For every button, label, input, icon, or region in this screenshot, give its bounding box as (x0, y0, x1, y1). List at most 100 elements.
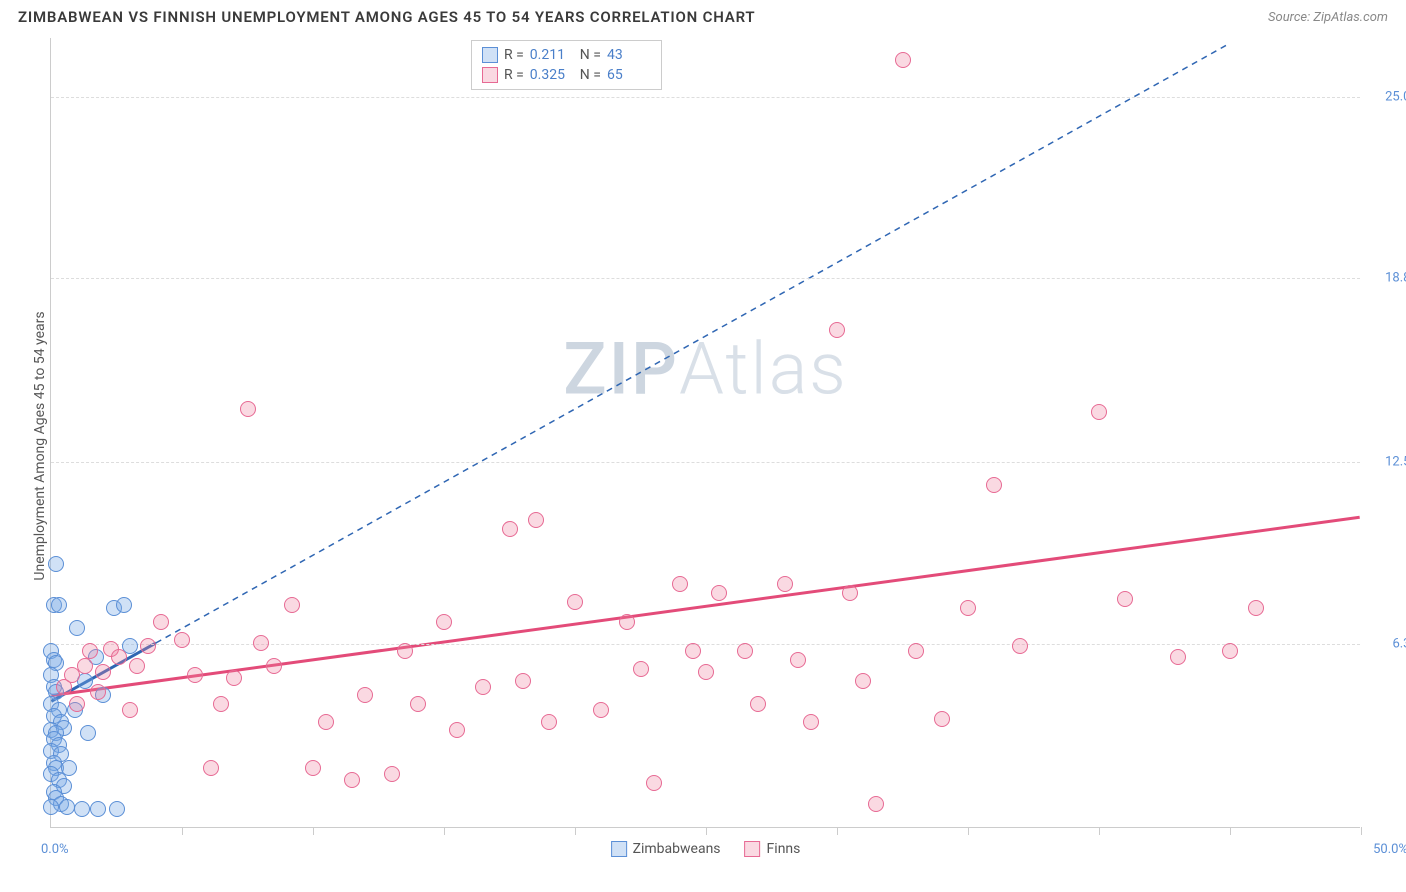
scatter-point-zimbabweans (48, 556, 64, 572)
scatter-point-finns (1091, 404, 1107, 420)
scatter-point-finns (986, 477, 1002, 493)
legend-item-finns: Finns (745, 841, 801, 857)
x-tick (837, 827, 838, 835)
scatter-point-finns (777, 576, 793, 592)
stat-swatch-zimbabweans (482, 47, 498, 63)
x-tick (313, 827, 314, 835)
scatter-point-finns (95, 664, 111, 680)
scatter-point-finns (672, 576, 688, 592)
scatter-point-finns (140, 638, 156, 654)
legend-swatch-finns (745, 841, 761, 857)
scatter-point-finns (1012, 638, 1028, 654)
y-tick-label: 25.0% (1385, 89, 1406, 104)
stat-n-value: 43 (607, 47, 651, 63)
scatter-point-zimbabweans (90, 801, 106, 817)
scatter-point-finns (502, 521, 518, 537)
scatter-point-finns (122, 702, 138, 718)
bottom-legend: Zimbabweans Finns (611, 841, 801, 857)
scatter-point-finns (213, 696, 229, 712)
scatter-point-finns (790, 652, 806, 668)
y-axis-label: Unemployment Among Ages 45 to 54 years (32, 236, 48, 656)
scatter-point-zimbabweans (116, 597, 132, 613)
scatter-point-finns (1222, 643, 1238, 659)
scatter-point-finns (82, 643, 98, 659)
stat-n-label: N = (580, 67, 601, 83)
scatter-point-finns (711, 585, 727, 601)
plot-area: ZIPAtlas R =0.211N =43R =0.325N =65 0.0%… (50, 38, 1360, 828)
scatter-point-finns (528, 512, 544, 528)
scatter-point-finns (226, 670, 242, 686)
correlation-stat-box: R =0.211N =43R =0.325N =65 (471, 40, 662, 90)
grid-line (51, 97, 1360, 98)
stat-n-value: 65 (607, 67, 651, 83)
scatter-point-finns (829, 322, 845, 338)
stat-row-zimbabweans: R =0.211N =43 (482, 45, 651, 65)
scatter-point-finns (868, 796, 884, 812)
x-axis-min-label: 0.0% (41, 842, 69, 857)
scatter-point-finns (344, 772, 360, 788)
scatter-point-finns (187, 667, 203, 683)
legend-swatch-zimbabweans (611, 841, 627, 857)
scatter-point-finns (619, 614, 635, 630)
y-tick-label: 6.3% (1392, 636, 1406, 651)
scatter-point-finns (855, 673, 871, 689)
legend-label: Zimbabweans (633, 841, 721, 857)
x-axis-max-label: 50.0% (1373, 842, 1406, 857)
scatter-point-finns (253, 635, 269, 651)
x-tick (706, 827, 707, 835)
scatter-point-finns (475, 679, 491, 695)
scatter-point-finns (357, 687, 373, 703)
scatter-point-finns (1248, 600, 1264, 616)
grid-line (51, 278, 1360, 279)
scatter-point-zimbabweans (51, 597, 67, 613)
y-tick-label: 12.5% (1385, 455, 1406, 470)
stat-r-value: 0.325 (530, 67, 574, 83)
scatter-point-finns (305, 760, 321, 776)
scatter-point-finns (449, 722, 465, 738)
scatter-point-finns (203, 760, 219, 776)
scatter-point-finns (174, 632, 190, 648)
scatter-point-finns (737, 643, 753, 659)
scatter-point-finns (318, 714, 334, 730)
x-tick (968, 827, 969, 835)
scatter-point-finns (436, 614, 452, 630)
scatter-point-finns (685, 643, 701, 659)
x-tick (575, 827, 576, 835)
chart-container: Unemployment Among Ages 45 to 54 years Z… (50, 38, 1388, 858)
watermark-zip: ZIP (563, 327, 679, 412)
scatter-point-finns (397, 643, 413, 659)
scatter-point-zimbabweans (69, 620, 85, 636)
scatter-point-finns (541, 714, 557, 730)
scatter-point-finns (960, 600, 976, 616)
scatter-point-finns (111, 649, 127, 665)
x-tick (444, 827, 445, 835)
scatter-point-finns (750, 696, 766, 712)
trend-lines (51, 38, 1360, 827)
stat-r-value: 0.211 (530, 47, 574, 63)
x-tick (182, 827, 183, 835)
scatter-point-finns (646, 775, 662, 791)
scatter-point-finns (934, 711, 950, 727)
x-tick (1361, 827, 1362, 835)
scatter-point-finns (384, 766, 400, 782)
watermark: ZIPAtlas (563, 327, 848, 412)
source-label: Source: ZipAtlas.com (1268, 10, 1388, 25)
scatter-point-finns (698, 664, 714, 680)
stat-row-finns: R =0.325N =65 (482, 65, 651, 85)
scatter-point-zimbabweans (61, 760, 77, 776)
legend-label: Finns (767, 841, 801, 857)
scatter-point-finns (90, 684, 106, 700)
watermark-atlas: Atlas (679, 327, 848, 412)
grid-line (51, 644, 1360, 645)
scatter-point-finns (129, 658, 145, 674)
scatter-point-finns (153, 614, 169, 630)
chart-title: ZIMBABWEAN VS FINNISH UNEMPLOYMENT AMONG… (18, 8, 755, 26)
scatter-point-finns (515, 673, 531, 689)
scatter-point-zimbabweans (74, 801, 90, 817)
stat-r-label: R = (504, 47, 524, 63)
scatter-point-finns (77, 658, 93, 674)
scatter-point-finns (908, 643, 924, 659)
x-tick (1230, 827, 1231, 835)
grid-line (51, 462, 1360, 463)
scatter-point-zimbabweans (80, 725, 96, 741)
